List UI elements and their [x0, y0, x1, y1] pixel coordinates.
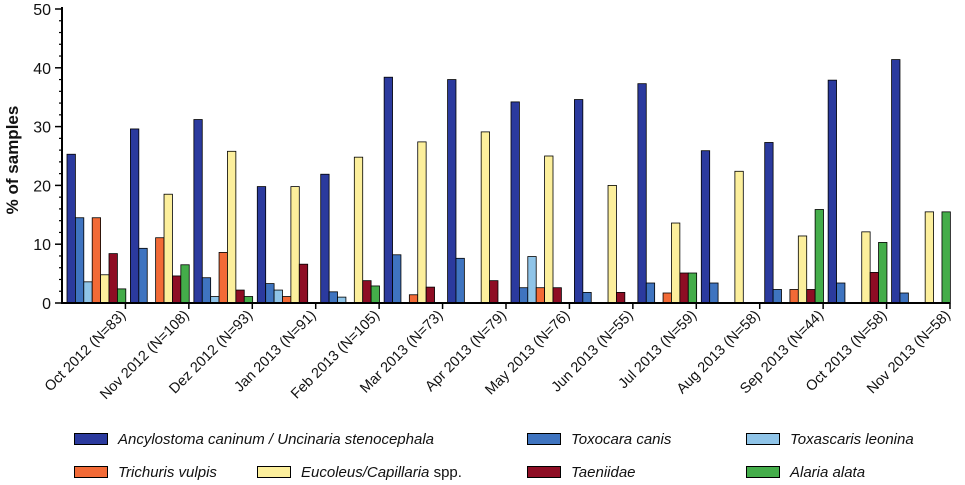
bar [235, 289, 245, 304]
bar [218, 252, 228, 304]
bar [91, 217, 101, 304]
bar [100, 274, 110, 304]
bar [328, 291, 338, 304]
bar [616, 292, 626, 304]
bar [510, 101, 520, 304]
bar [637, 83, 647, 304]
bar [734, 170, 744, 304]
bar [574, 99, 584, 304]
bar [392, 254, 402, 304]
bar [117, 288, 127, 304]
bar [552, 287, 562, 304]
bar [924, 211, 934, 304]
bar [193, 119, 203, 304]
y-tick-label: 50 [33, 2, 51, 19]
bar [383, 76, 393, 304]
bar [138, 247, 148, 304]
bar [671, 222, 681, 304]
bar [764, 142, 774, 304]
bar [797, 235, 808, 304]
bar [108, 253, 118, 304]
bar [201, 277, 212, 304]
bar [227, 150, 237, 304]
bar [353, 156, 364, 304]
y-tick-label: 10 [33, 237, 51, 254]
bar [806, 289, 816, 304]
bar [489, 280, 499, 304]
bar [447, 79, 457, 304]
bar [256, 186, 267, 304]
bar [544, 155, 554, 304]
bar [836, 282, 846, 304]
bar [265, 283, 275, 304]
bar [878, 242, 888, 304]
y-tick-label: 40 [33, 61, 51, 78]
bar [66, 153, 76, 304]
bar [709, 282, 719, 304]
bar [679, 272, 689, 304]
bar [75, 217, 85, 304]
bar [425, 286, 435, 304]
y-tick-label: 20 [33, 178, 51, 195]
bar [417, 141, 427, 304]
bar [607, 184, 617, 304]
bar [535, 287, 546, 304]
bar [163, 193, 173, 304]
bar [298, 263, 309, 304]
bar [273, 289, 283, 304]
bar [455, 257, 465, 304]
bar [645, 282, 656, 304]
bars-layer [66, 59, 951, 304]
bar [700, 150, 711, 304]
bar [941, 211, 951, 304]
bar [869, 272, 879, 304]
bar [320, 173, 330, 304]
bar [519, 287, 529, 304]
bar [582, 292, 592, 304]
bar [772, 289, 782, 304]
bar [827, 79, 837, 304]
bar [891, 59, 901, 304]
bar [899, 292, 909, 304]
bar [290, 186, 300, 304]
bar [527, 256, 537, 304]
bar [814, 209, 824, 304]
y-tick-label: 30 [33, 120, 51, 137]
bar [83, 281, 93, 304]
bar [155, 237, 165, 304]
bar [130, 128, 140, 304]
bar [362, 280, 372, 304]
bar [370, 285, 380, 304]
bar [180, 264, 190, 304]
bar [480, 131, 490, 304]
bar [172, 275, 182, 304]
bar [687, 272, 698, 304]
bar [408, 294, 419, 304]
y-axis-label: % of samples [3, 106, 22, 215]
y-tick-label: 0 [42, 296, 51, 313]
bar [861, 231, 871, 304]
bar [789, 289, 799, 304]
bar [662, 292, 672, 304]
